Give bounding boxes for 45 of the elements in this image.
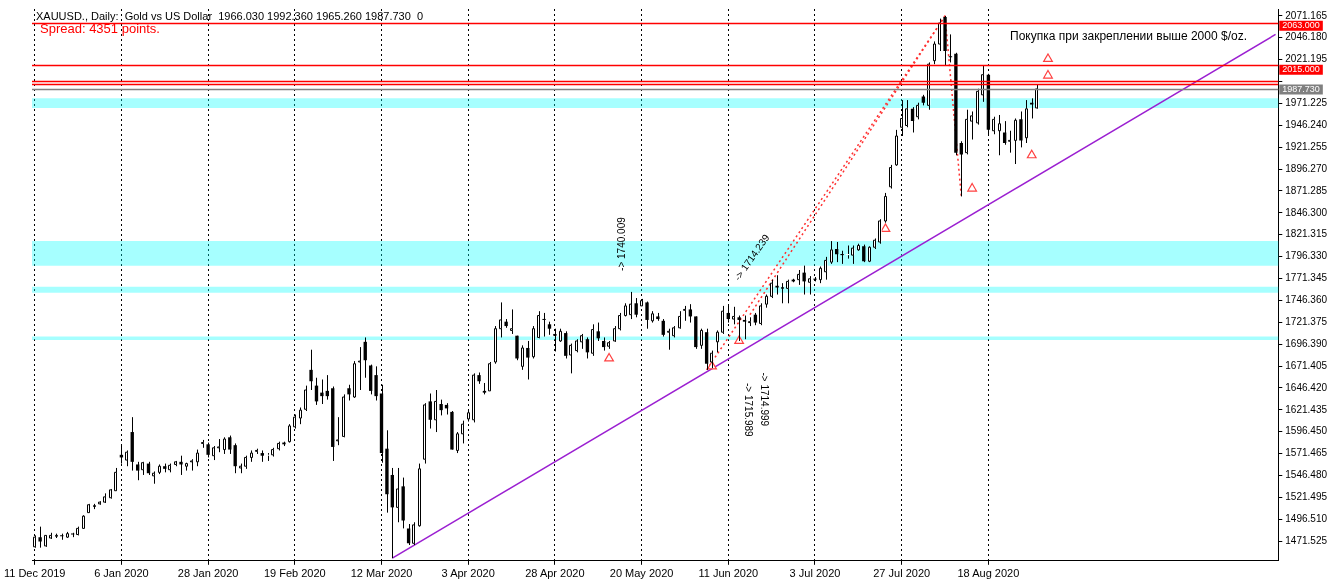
y-tick-label: 1496.510: [1285, 512, 1328, 524]
x-tick-label: 3 Apr 2020: [441, 567, 495, 580]
y-tick-label: 1921.255: [1285, 140, 1328, 152]
y-tick-label: 1896.270: [1285, 162, 1328, 174]
y-tick-label: 1771.345: [1285, 272, 1328, 284]
x-tick-label: 28 Jan 2020: [177, 567, 239, 580]
y-tick-label: 1871.285: [1285, 184, 1328, 196]
y-tick-label: 2071.165: [1285, 9, 1328, 21]
y-tick-label: 1521.495: [1285, 491, 1328, 503]
x-tick-label: 28 Apr 2020: [525, 567, 585, 580]
annotation: -> 1714.999: [758, 372, 770, 427]
x-tick-label: 3 Jul 2020: [789, 567, 841, 580]
y-tick-label: 1646.420: [1285, 381, 1328, 393]
y-tick-label: 1546.480: [1285, 469, 1328, 481]
y-tick-label: 1471.525: [1285, 534, 1328, 546]
annotation: Spread: 4351 points.: [40, 21, 160, 36]
x-tick-label: 27 Jul 2020: [873, 567, 931, 580]
y-tick-label: 1821.315: [1285, 228, 1328, 240]
y-tick-label: 1671.405: [1285, 359, 1328, 371]
ref-line-label: 1987.730: [1282, 83, 1320, 94]
x-tick-label: 11 Dec 2019: [3, 567, 66, 580]
x-tick-label: 12 Mar 2020: [350, 567, 413, 580]
x-tick-label: 6 Jan 2020: [94, 567, 149, 580]
y-tick-label: 1796.330: [1285, 250, 1328, 262]
y-tick-label: 1971.225: [1285, 97, 1328, 109]
x-tick-label: 11 Jun 2020: [698, 567, 759, 580]
annotation: -> 1715.989: [742, 383, 754, 438]
x-tick-label: 19 Feb 2020: [263, 567, 326, 580]
y-tick-label: 1846.300: [1285, 206, 1328, 218]
chart-title: XAUUSD., Daily: Gold vs US Dollar 1966.030 1992.360 1965.260 1987.730 0: [36, 10, 424, 22]
annotation: Покупка при закреплении выше 2000 $/oz.: [1010, 28, 1247, 43]
y-tick-label: 1696.390: [1285, 337, 1328, 349]
y-tick-label: 1621.435: [1285, 403, 1328, 415]
y-tick-label: 1746.360: [1285, 294, 1328, 306]
y-tick-label: 1946.240: [1285, 119, 1328, 131]
y-tick-label: 2021.195: [1285, 53, 1328, 65]
annotation: -> 1740.009: [616, 216, 628, 271]
y-tick-label: 2046.180: [1285, 31, 1328, 43]
y-tick-label: 1721.375: [1285, 315, 1328, 327]
x-tick-label: 18 Aug 2020: [957, 567, 1020, 580]
x-tick-label: 20 May 2020: [609, 567, 674, 580]
y-tick-label: 1596.450: [1285, 425, 1328, 437]
y-tick-label: 1571.465: [1285, 447, 1328, 459]
ref-line-label: 2015.000: [1282, 64, 1320, 75]
ref-line-label: 2063.000: [1282, 20, 1320, 31]
